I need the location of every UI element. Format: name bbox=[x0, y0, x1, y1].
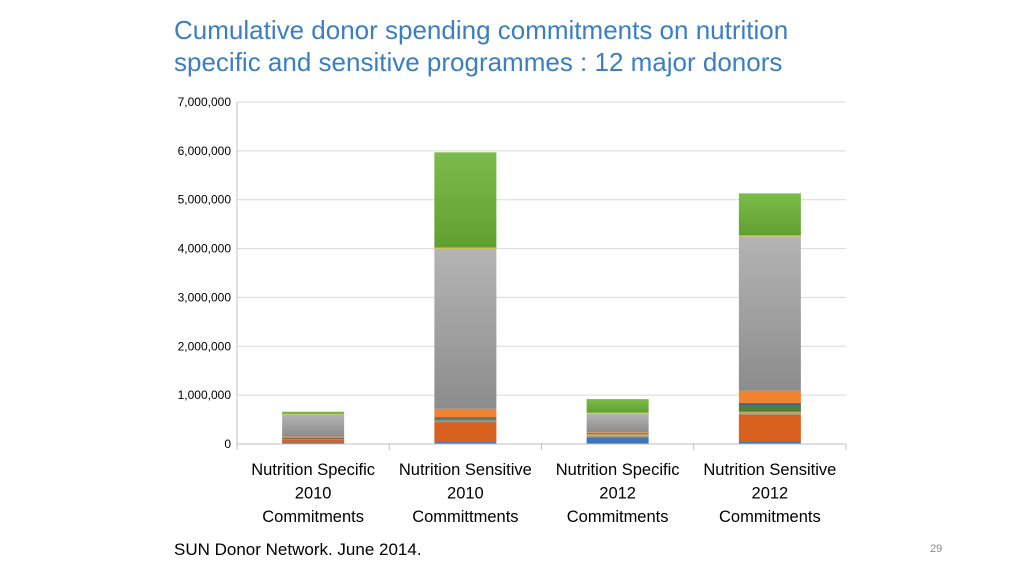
bar-segment bbox=[586, 434, 649, 436]
x-category-label: Commitments bbox=[719, 508, 821, 526]
bar-segment bbox=[738, 411, 801, 413]
bar-segment bbox=[586, 433, 649, 435]
bar-segment bbox=[434, 417, 497, 419]
bar-segment bbox=[434, 442, 497, 444]
title-line-1: Cumulative donor spending commitments on… bbox=[174, 15, 789, 45]
x-category-label: Nutrition Specific bbox=[556, 461, 680, 479]
page-number: 29 bbox=[930, 543, 943, 555]
bar-segment bbox=[586, 436, 649, 438]
source-note: SUN Donor Network. June 2014. bbox=[174, 540, 422, 559]
bar-segment bbox=[282, 442, 345, 444]
x-category-label: 2012 bbox=[599, 485, 636, 503]
y-tick-label: 1,000,000 bbox=[178, 388, 232, 402]
bar-segment bbox=[282, 437, 345, 439]
y-tick-label: 6,000,000 bbox=[178, 144, 232, 158]
x-category-label: Nutrition Sensitive bbox=[399, 461, 532, 479]
bar-segment bbox=[434, 152, 497, 248]
bar-segment bbox=[586, 435, 649, 437]
x-category-label: 2010 bbox=[295, 485, 332, 503]
bar-segment bbox=[434, 419, 497, 421]
x-category-label: 2010 bbox=[447, 485, 484, 503]
bar-segment bbox=[586, 437, 649, 444]
bar-segment bbox=[434, 421, 497, 423]
slide-title: Cumulative donor spending commitments on… bbox=[174, 14, 934, 78]
bar-segment bbox=[586, 412, 649, 414]
bar-segment bbox=[738, 414, 801, 442]
bar-segment bbox=[434, 418, 497, 420]
bar-segment bbox=[282, 438, 345, 440]
bar-segment bbox=[586, 399, 649, 413]
bar-segment bbox=[586, 432, 649, 434]
bar-segment bbox=[738, 390, 801, 403]
bar-segment bbox=[738, 403, 801, 405]
bar-segment bbox=[738, 236, 801, 391]
title-line-2: specific and sensitive programmes : 12 m… bbox=[174, 47, 783, 77]
bar-segment bbox=[738, 441, 801, 444]
bar-segment bbox=[738, 193, 801, 236]
bar-segment bbox=[586, 413, 649, 433]
x-category-label: Commitments bbox=[567, 508, 669, 526]
bar-segment bbox=[282, 411, 345, 414]
bar-segment bbox=[738, 412, 801, 414]
bar-segment bbox=[738, 402, 801, 404]
bar-segment bbox=[434, 420, 497, 422]
y-tick-label: 2,000,000 bbox=[178, 339, 232, 353]
bar-segment bbox=[282, 439, 345, 443]
x-category-label: Committments bbox=[412, 508, 518, 526]
x-category-label: Commitments bbox=[262, 508, 364, 526]
bar-segment bbox=[738, 404, 801, 412]
bar-segment bbox=[434, 248, 497, 409]
y-tick-label: 3,000,000 bbox=[178, 290, 232, 304]
y-tick-label: 7,000,000 bbox=[178, 95, 232, 109]
x-category-label: 2012 bbox=[752, 485, 789, 503]
bar-segment bbox=[282, 413, 345, 415]
bar-segment bbox=[434, 247, 497, 249]
x-category-label: Nutrition Specific bbox=[251, 461, 375, 479]
bar-segment bbox=[586, 432, 649, 433]
bar-segment bbox=[434, 408, 497, 418]
bar-segment bbox=[738, 413, 801, 415]
y-tick-label: 5,000,000 bbox=[178, 193, 232, 207]
bar-segment bbox=[282, 414, 345, 437]
axes: 0 1,000,000 2,000,000 3,000,000 4,000,000 5,0… bbox=[178, 95, 847, 526]
x-category-label: Nutrition Sensitive bbox=[703, 461, 836, 479]
bar-segment bbox=[738, 235, 801, 237]
bar-segment bbox=[282, 436, 345, 438]
y-tick-label: 4,000,000 bbox=[178, 242, 232, 256]
bars bbox=[282, 152, 801, 444]
y-tick-label: 0 bbox=[224, 437, 231, 451]
stacked-bar-chart: 0 1,000,000 2,000,000 3,000,000 4,000,000 5,0… bbox=[178, 95, 847, 526]
bar-segment bbox=[434, 418, 497, 419]
bar-segment bbox=[434, 422, 497, 443]
